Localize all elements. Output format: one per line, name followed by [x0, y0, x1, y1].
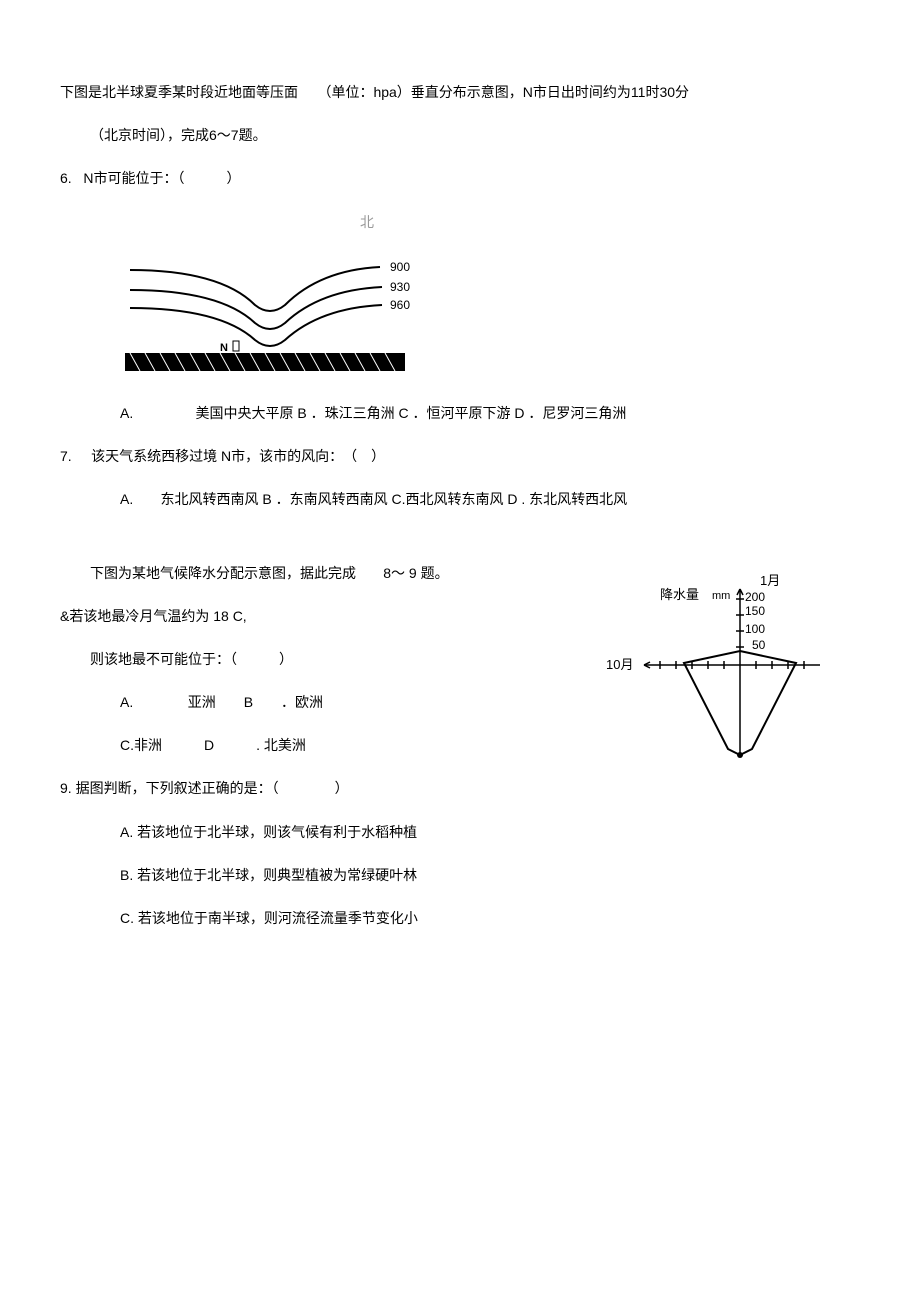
q9-stem: 据图判断，下列叙述正确的是：（ ） [76, 780, 349, 796]
q8-opt-line1-text: 亚洲 B ．欧洲 [188, 694, 323, 710]
intro1-middle: （单位：hpa）垂直分布示意图，N市日出时间约为11时30分 [317, 84, 689, 100]
label-n: N [220, 342, 228, 354]
q7-opt-a-letter: A. [120, 491, 133, 507]
q9-opt-c: C. 若该地位于南半球，则河流径流量季节变化小 [60, 906, 860, 931]
q8-opt-a-letter: A. [120, 694, 133, 710]
q7-opt-text: 东北风转西南风 B ．东南风转西南风 C.西北风转东南风 D . 东北风转西北风 [160, 491, 627, 507]
q7-options: A. 东北风转西南风 B ．东南风转西南风 C.西北风转东南风 D . 东北风转… [60, 487, 860, 512]
intro1-line2: （北京时间），完成6～7题。 [60, 123, 860, 148]
q6-opt-text: 美国中央大平原 B ．珠江三角洲 C ．恒河平原下游 D ．尼罗河三角洲 [195, 405, 626, 421]
q6-north: 北 [60, 210, 860, 235]
q9-num: 9. [60, 780, 72, 796]
label-960: 960 [390, 298, 410, 312]
q6-stem: N市可能位于：（ ） [83, 170, 240, 186]
q7: 7. 该天气系统西移过境 N市，该市的风向： （ ） [60, 444, 860, 469]
q6: 6. N市可能位于：（ ） [60, 166, 860, 191]
q6-opt-a-letter: A. [120, 405, 133, 421]
fig-month1: 1月 [760, 573, 780, 588]
intro1: 下图是北半球夏季某时段近地面等压面 （单位：hpa）垂直分布示意图，N市日出时间… [60, 80, 860, 105]
q8-figure: 1月 降水量 mm 200 150 100 50 10月 [600, 561, 860, 775]
q6-diagram: 900 930 960 N [60, 245, 860, 383]
q9-opt-a: A. 若该地位于北半球，则该气候有利于水稻种植 [60, 820, 860, 845]
q9: 9. 据图判断，下列叙述正确的是：（ ） [60, 776, 860, 801]
fig-tick-150: 150 [745, 604, 765, 618]
fig-tick-50: 50 [752, 638, 766, 652]
intro2: 下图为某地气候降水分配示意图，据此完成 8～ 9 题。 [60, 561, 600, 586]
q7-stem: 该天气系统西移过境 N市，该市的风向： （ ） [91, 448, 385, 464]
intro1-prefix: 下图是北半球夏季某时段近地面等压面 [60, 84, 298, 100]
intro2-suffix: 8～ 9 题。 [383, 565, 448, 581]
fig-unit: mm [712, 590, 730, 602]
fig-month10: 10月 [606, 657, 633, 672]
q9-opt-b: B. 若该地位于北半球，则典型植被为常绿硬叶林 [60, 863, 860, 888]
label-930: 930 [390, 280, 410, 294]
q7-num: 7. [60, 448, 72, 464]
q8-opts-line1: A. 亚洲 B ．欧洲 [60, 690, 600, 715]
q8-stem: &若该地最冷月气温约为 18 C, [60, 604, 600, 629]
fig-tick-200: 200 [745, 590, 765, 604]
label-900: 900 [390, 260, 410, 274]
intro2-prefix: 下图为某地气候降水分配示意图，据此完成 [90, 565, 356, 581]
q8-stem2: 则该地最不可能位于：（ ） [60, 647, 600, 672]
q6-options: A. 美国中央大平原 B ．珠江三角洲 C ．恒河平原下游 D ．尼罗河三角洲 [60, 401, 860, 426]
q6-num: 6. [60, 170, 72, 186]
fig-legend: 降水量 [660, 587, 699, 602]
fig-tick-100: 100 [745, 622, 765, 636]
q8-opts-line2: C.非洲 D . 北美洲 [60, 733, 600, 758]
